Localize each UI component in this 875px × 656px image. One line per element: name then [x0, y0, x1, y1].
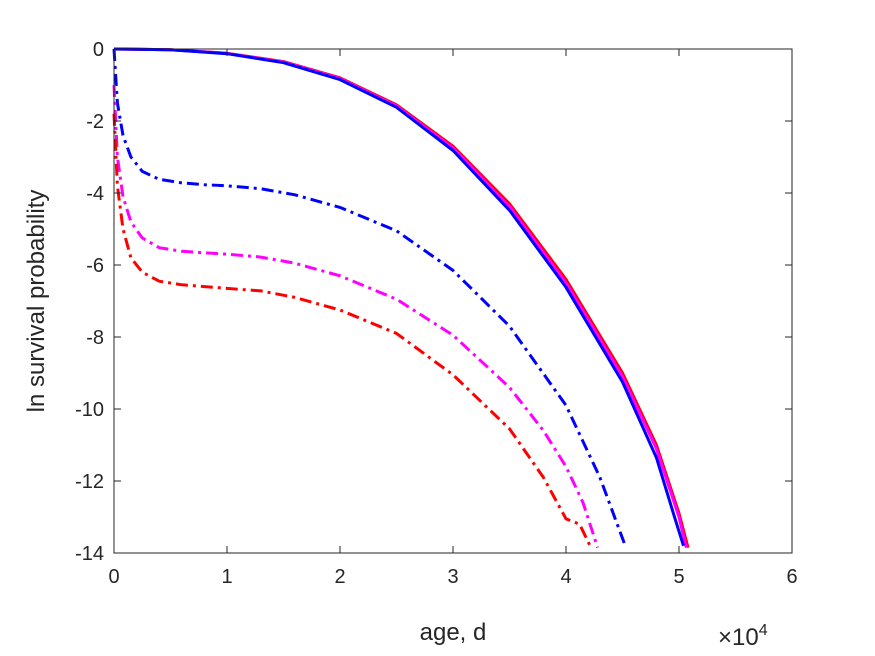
- x-exponent-label: ×104: [718, 622, 768, 651]
- x-axis: 0 1 2 3 4 5 6: [108, 49, 798, 588]
- y-axis: 0 -2 -4 -6 -8 -10 -12 -14: [75, 39, 792, 565]
- y-axis-label: ln survival probability: [23, 190, 50, 413]
- y-tick-label: -2: [86, 111, 104, 133]
- x-tick-label: 0: [108, 566, 119, 588]
- y-tick-label: -6: [86, 255, 104, 277]
- y-tick-label: -12: [75, 471, 104, 493]
- y-tick-label: -14: [75, 543, 104, 565]
- x-exponent-base: ×10: [718, 624, 759, 651]
- x-tick-label: 1: [221, 566, 232, 588]
- y-tick-label: -10: [75, 399, 104, 421]
- x-exponent-power: 4: [759, 622, 768, 639]
- x-tick-label: 2: [334, 566, 345, 588]
- x-tick-label: 5: [673, 566, 684, 588]
- x-axis-label: age, d: [420, 619, 487, 646]
- series-line-5: [112, 84, 600, 549]
- y-tick-label: -4: [86, 183, 104, 205]
- y-tick-label: -8: [86, 327, 104, 349]
- x-tick-label: 3: [447, 566, 458, 588]
- series-line-4: [112, 48, 628, 549]
- series-line-6: [112, 113, 593, 549]
- x-tick-label: 4: [560, 566, 571, 588]
- x-tick-label: 6: [786, 566, 797, 588]
- plot-area-background: [114, 49, 792, 553]
- y-tick-label: 0: [93, 39, 104, 61]
